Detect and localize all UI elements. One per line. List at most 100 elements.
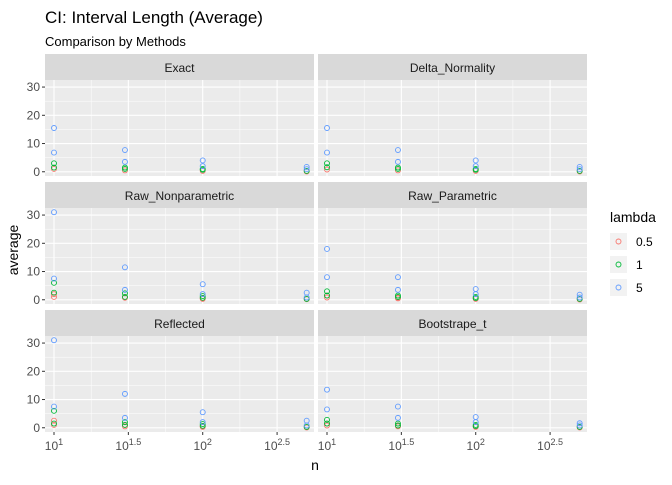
y-tick-label: 30 xyxy=(27,336,41,350)
data-point xyxy=(199,281,206,288)
legend-label: 0.5 xyxy=(636,235,653,249)
data-point xyxy=(51,279,57,286)
data-point xyxy=(324,288,330,295)
data-point xyxy=(51,420,57,427)
legend-key xyxy=(610,279,627,296)
data-point xyxy=(51,209,57,216)
data-point xyxy=(395,292,401,299)
panel-background xyxy=(318,208,587,304)
data-point xyxy=(51,407,57,414)
x-tick-label: 101.5 xyxy=(115,437,141,453)
data-point xyxy=(576,420,583,427)
x-tick-label: 101.5 xyxy=(388,437,414,453)
data-point xyxy=(576,166,583,173)
y-tick-label: 10 xyxy=(27,137,41,151)
data-point xyxy=(199,419,206,426)
data-point xyxy=(199,409,206,416)
data-point xyxy=(303,289,310,296)
data-point xyxy=(122,286,128,293)
data-point xyxy=(199,291,206,298)
data-point xyxy=(51,403,57,410)
data-point xyxy=(199,422,206,429)
data-point xyxy=(199,163,206,170)
chart-title: CI: Interval Length (Average) xyxy=(45,8,263,27)
x-tick-label: 102.5 xyxy=(537,437,563,453)
facet-strip xyxy=(45,54,314,80)
data-point xyxy=(395,286,401,293)
x-tick-label: 102 xyxy=(194,437,212,453)
panel-background xyxy=(318,336,587,432)
data-point xyxy=(199,421,206,428)
data-point xyxy=(122,264,128,271)
data-point xyxy=(51,293,57,300)
x-tick-label: 101 xyxy=(318,437,336,453)
data-point xyxy=(324,149,330,156)
chart-subtitle: Comparison by Methods xyxy=(45,34,186,49)
data-point xyxy=(324,125,330,131)
facet-label: Bootstrape_t xyxy=(418,317,487,331)
data-point xyxy=(51,289,57,296)
data-point xyxy=(576,164,583,170)
data-point xyxy=(395,274,401,281)
data-point xyxy=(303,417,310,424)
data-point xyxy=(472,421,479,428)
data-point xyxy=(122,390,128,397)
data-point xyxy=(395,158,401,165)
y-tick-label: 20 xyxy=(27,236,41,250)
data-point xyxy=(51,337,57,344)
data-point xyxy=(199,165,206,172)
data-point xyxy=(51,275,57,282)
facet-label: Reflected xyxy=(154,317,205,331)
facet-strip xyxy=(45,310,314,336)
data-point xyxy=(122,421,128,428)
data-point xyxy=(122,158,128,165)
data-point xyxy=(122,164,128,171)
facet-label: Raw_Nonparametric xyxy=(125,189,234,203)
facet-label: Exact xyxy=(164,61,195,75)
y-tick-label: 10 xyxy=(27,393,41,407)
facet-label: Delta_Normality xyxy=(410,61,495,75)
legend-symbol xyxy=(615,284,622,291)
data-point xyxy=(395,414,401,421)
data-point xyxy=(395,164,401,171)
facet-label: Raw_Parametric xyxy=(408,189,497,203)
data-point xyxy=(199,294,206,301)
data-point xyxy=(324,422,330,429)
y-tick-label: 0 xyxy=(33,165,40,179)
data-point xyxy=(472,414,479,420)
y-tick-label: 0 xyxy=(33,421,40,435)
data-point xyxy=(472,157,479,164)
facet-strip xyxy=(45,182,314,208)
data-point xyxy=(303,167,310,174)
data-point xyxy=(395,420,401,427)
data-point xyxy=(122,414,128,421)
data-point xyxy=(122,419,128,426)
y-tick-label: 30 xyxy=(27,80,41,94)
data-point xyxy=(324,274,330,281)
data-point xyxy=(303,166,310,173)
data-point xyxy=(324,160,330,167)
panel-background xyxy=(318,80,587,176)
y-tick-label: 10 xyxy=(27,265,41,279)
data-point xyxy=(576,291,583,298)
legend-title: lambda xyxy=(610,209,656,225)
facet-strip xyxy=(318,54,587,80)
data-point xyxy=(324,386,330,393)
x-tick-label: 102.5 xyxy=(264,437,290,453)
data-point xyxy=(199,293,206,300)
data-point xyxy=(472,165,479,172)
data-point xyxy=(395,403,401,410)
data-point xyxy=(122,293,128,300)
data-point xyxy=(324,245,330,252)
data-point xyxy=(395,147,401,153)
y-tick-label: 0 xyxy=(33,293,40,307)
y-axis-title: average xyxy=(5,224,21,275)
data-point xyxy=(324,164,330,171)
data-point xyxy=(576,167,583,174)
facet-strip xyxy=(318,182,587,208)
data-point xyxy=(472,163,479,170)
y-tick-label: 20 xyxy=(27,108,41,122)
legend-symbol xyxy=(615,238,622,245)
